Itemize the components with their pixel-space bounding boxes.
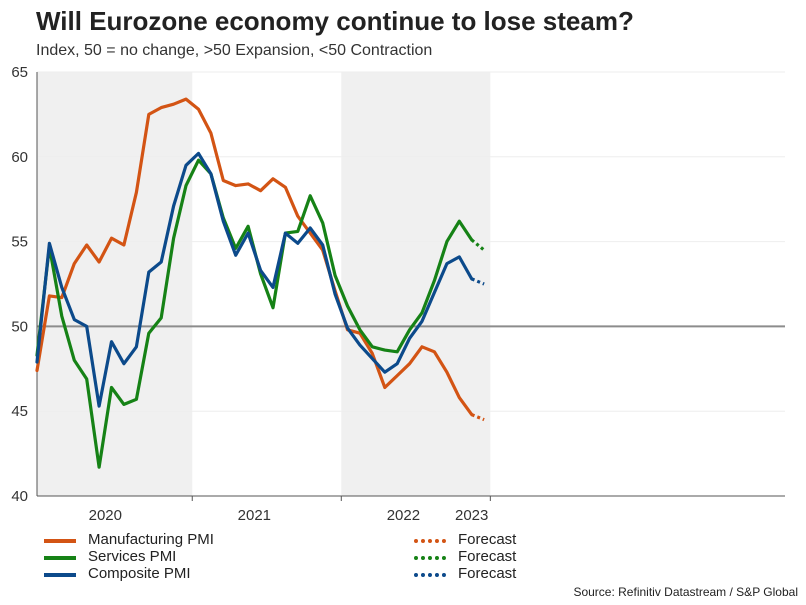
x-tick-label-2021: 2021 (238, 507, 271, 524)
forecast-line-manufacturing (471, 413, 485, 422)
legend-item-composite: Composite PMI (44, 565, 274, 583)
legend-line-manufacturing-forecast (414, 539, 446, 543)
legend-item-manufacturing: Manufacturing PMI (44, 531, 274, 549)
legend-label-forecast: Forecast (458, 531, 517, 548)
x-tick-label-2020: 2020 (89, 507, 122, 524)
forecast-line-composite (471, 277, 485, 286)
legend-item-composite-forecast: Forecast (414, 565, 564, 583)
legend-item-services-forecast: Forecast (414, 548, 564, 566)
series-line-composite (35, 151, 474, 408)
gridlines (37, 71, 785, 412)
legend-label-forecast: Forecast (458, 565, 517, 582)
forecast-line-services (470, 238, 486, 252)
legend-item-manufacturing-forecast: Forecast (414, 531, 564, 549)
x-tick-label-2023: 2023 (455, 507, 488, 524)
legend-label-forecast: Forecast (458, 548, 517, 565)
series-lines (35, 97, 486, 469)
y-tick-label-45: 45 (11, 403, 28, 420)
chart-title: Will Eurozone economy continue to lose s… (36, 6, 634, 36)
legend-item-services: Services PMI (44, 548, 274, 566)
y-tick-label-60: 60 (11, 149, 28, 166)
y-tick-label-40: 40 (11, 488, 28, 505)
legend-line-composite-forecast (414, 573, 446, 577)
series-line-manufacturing (35, 97, 474, 417)
y-tick-label-65: 65 (11, 64, 28, 81)
legend-label-manufacturing: Manufacturing PMI (88, 531, 214, 548)
legend-line-composite (44, 573, 76, 577)
legend-line-services (44, 556, 76, 560)
shaded-band-2022 (341, 72, 491, 496)
legend-label-composite: Composite PMI (88, 565, 191, 582)
legend-line-services-forecast (414, 556, 446, 560)
source-note: Source: Refinitiv Datastream / S&P Globa… (573, 585, 798, 599)
y-tick-label-55: 55 (11, 234, 28, 251)
x-tick-label-2022: 2022 (387, 507, 420, 524)
chart-subtitle: Index, 50 = no change, >50 Expansion, <5… (36, 42, 433, 59)
legend-label-services: Services PMI (88, 548, 177, 565)
legend-line-manufacturing (44, 539, 76, 543)
shaded-year-bands (37, 72, 491, 496)
y-tick-label-50: 50 (11, 318, 28, 335)
